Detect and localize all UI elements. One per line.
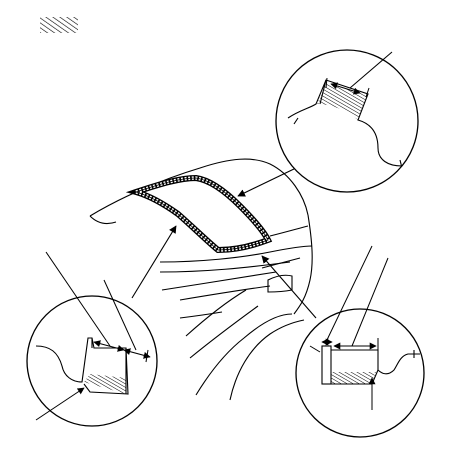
gap-dimensions (309, 245, 389, 410)
width-dimensions (35, 251, 151, 421)
leader-arrows (131, 167, 317, 319)
hatch-swatch-icon (40, 17, 78, 33)
width-dimension (325, 51, 393, 98)
rear-window-moulding (125, 174, 273, 254)
roof-rear-edge-detail (275, 49, 419, 193)
quarter-panel-detail (295, 245, 425, 438)
windshield-side-detail (26, 251, 158, 427)
